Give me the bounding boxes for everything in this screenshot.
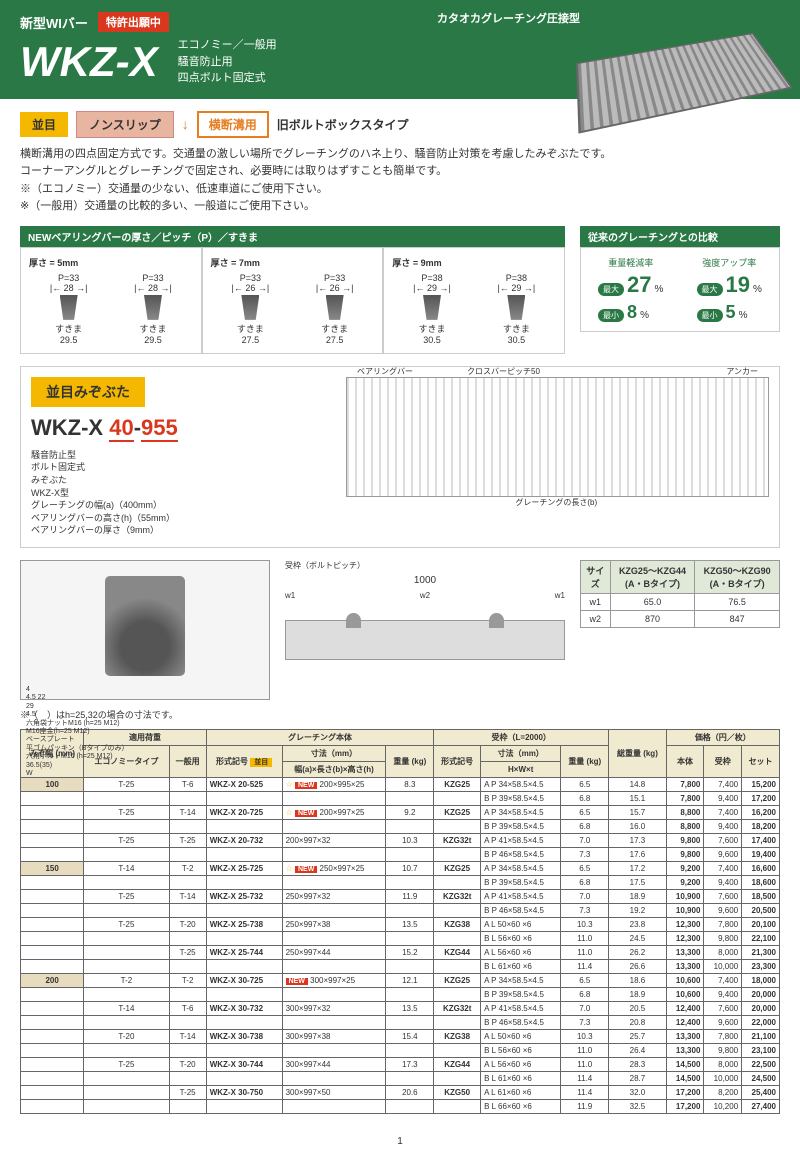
product-title: WKZ-X (20, 38, 158, 86)
comparison-box: 従来のグレーチングとの比較 重量軽減率最大27%最小8%強度アップ率最大19%最… (580, 226, 780, 354)
new-type-label: 新型WIバー (20, 13, 88, 32)
table-row: T-25T-14 WKZ-X 20-725 ☆ NEW 200×997×25 9… (21, 806, 780, 820)
table-row: T-25T-20 WKZ-X 25-738 250×997×38 13.5KZG… (21, 918, 780, 932)
table-row: B P 39×58.5×4.5 6.816.0 8,800 9,400 18,2… (21, 820, 780, 834)
table-row: T-25T-20 WKZ-X 30-744 300×997×44 17.3KZG… (21, 1058, 780, 1072)
table-row: B P 46×58.5×4.5 7.320.8 12,400 9,600 22,… (21, 1016, 780, 1030)
size-table: サイズKZG25～KZG44 (A・Bタイプ)KZG50～KZG90 (A・Bタ… (580, 560, 780, 700)
tag-namime: 並目 (20, 112, 68, 137)
table-row: B L 56×60 ×6 11.024.5 12,300 9,800 22,10… (21, 932, 780, 946)
tag-bolt: 旧ボルトボックスタイプ (277, 116, 409, 133)
model-header: 並目みぞぶた (31, 377, 145, 407)
table-row: B P 46×58.5×4.5 7.317.6 9,800 9,600 19,4… (21, 848, 780, 862)
grating-diagram: ベアリングバー クロスバーピッチ50 アンカー (346, 377, 769, 497)
tag-cross: 横断溝用 (197, 111, 269, 138)
bar-header: NEWベアリングバーの厚さ／ピッチ（P）／すきま (20, 226, 565, 247)
table-row: B L 61×60 ×6 11.426.6 13,300 10,000 23,3… (21, 960, 780, 974)
table-row: B L 56×60 ×6 11.026.4 13,300 9,800 23,10… (21, 1044, 780, 1058)
table-row: B P 39×58.5×4.5 6.817.5 9,200 9,400 18,6… (21, 876, 780, 890)
page-number: 1 (0, 1126, 800, 1157)
table-row: B P 39×58.5×4.5 6.815.1 7,800 9,400 17,2… (21, 792, 780, 806)
table-row: B L 66×60 ×6 11.932.5 17,200 10,200 27,4… (21, 1100, 780, 1114)
model-section: 並目みぞぶた WKZ-X 40-955 騒音防止型ボルト固定式みぞぶたWKZ-X… (20, 366, 780, 548)
model-labels: 騒音防止型ボルト固定式みぞぶたWKZ-X型 グレーチングの幅(a)（400mm）… (31, 449, 331, 537)
table-row: B P 46×58.5×4.5 7.319.2 10,900 9,600 20,… (21, 904, 780, 918)
table-row: 200 T-2T-2 WKZ-X 30-725 NEW 300×997×25 1… (21, 974, 780, 988)
arrow-icon: ↓ (182, 116, 189, 132)
bar-section: NEWベアリングバーの厚さ／ピッチ（P）／すきま 厚さ = 5mmP=33|← … (20, 226, 780, 354)
table-row: T-25T-14 WKZ-X 25-732 250×997×32 11.9KZG… (21, 890, 780, 904)
model-number: WKZ-X 40-955 (31, 415, 331, 441)
table-row: T-25T-25 WKZ-X 20-732 200×997×32 10.3KZG… (21, 834, 780, 848)
patent-badge: 特許出願中 (98, 12, 169, 32)
tech-section: 44.5 22294.5六角袋ナットM16 (h=25 M12)M16座金(h=… (20, 560, 780, 700)
receiver-diagram: 受枠（ボルトピッチ） 1000 w1w2w1 (285, 560, 565, 700)
table-row: T-25 WKZ-X 25-744 250×997×44 15.2KZG44 A… (21, 946, 780, 960)
table-row: T-20T-14 WKZ-X 30-738 300×997×38 15.4KZG… (21, 1030, 780, 1044)
table-row: T-14T-6 WKZ-X 30-732 300×997×32 13.5KZG3… (21, 1002, 780, 1016)
table-row: B P 39×58.5×4.5 6.818.9 10,600 9,400 20,… (21, 988, 780, 1002)
table-row: 100 T-25T-6 WKZ-X 20-525 ☆ NEW 200×995×2… (21, 778, 780, 792)
table-row: T-25 WKZ-X 30-750 300×997×50 20.6KZG50 A… (21, 1086, 780, 1100)
header: 新型WIバー 特許出願中 カタオカグレーチング圧接型 WKZ-X エコノミー／一… (0, 0, 800, 99)
table-row: B L 61×60 ×6 11.428.7 14,500 10,000 24,5… (21, 1072, 780, 1086)
table-row: 150 T-14T-2 WKZ-X 25-725 ☆ NEW 250×997×2… (21, 862, 780, 876)
main-spec-table: みぞ幅 (mm) 適用荷重 グレーチング本体 受枠（L=2000） 総重量 (k… (20, 729, 780, 1114)
subtitle: エコノミー／一般用 騒音防止用 四点ボルト固定式 (178, 37, 277, 87)
brand-label: カタオカグレーチング圧接型 (437, 10, 580, 26)
tag-nonslip: ノンスリップ (76, 111, 174, 138)
description: 横断溝用の四点固定方式です。交通量の激しい場所でグレーチングのハネ上り、騒音防止… (20, 146, 780, 216)
bolt-diagram: 44.5 22294.5六角袋ナットM16 (h=25 M12)M16座金(h=… (20, 560, 270, 700)
